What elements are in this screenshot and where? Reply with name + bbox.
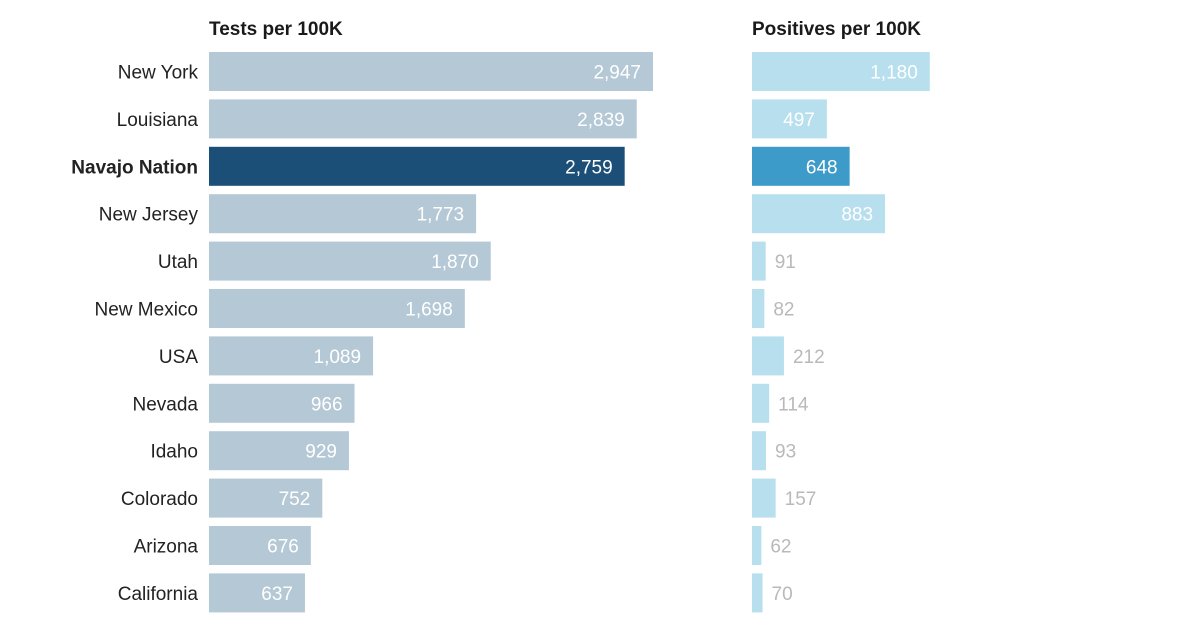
- tests-value-label: 752: [279, 489, 311, 510]
- tests-value-label: 1,089: [314, 347, 362, 368]
- positives-bar: [752, 289, 765, 328]
- category-label: Utah: [158, 252, 198, 273]
- positives-value-label: 70: [772, 584, 793, 605]
- positives-bar: [752, 194, 886, 234]
- positives-value-label: 648: [806, 157, 838, 178]
- tests-bar: [209, 431, 349, 471]
- positives-bar: [752, 52, 930, 91]
- category-label: Colorado: [121, 489, 198, 510]
- tests-bar: [209, 99, 637, 139]
- tests-value-label: 2,947: [593, 63, 641, 84]
- table-row: Colorado 752 157: [121, 478, 817, 518]
- tests-value-label: 676: [267, 537, 299, 558]
- positives-value-label: 62: [770, 537, 791, 558]
- category-label: Louisiana: [117, 110, 199, 131]
- table-row: New Mexico 1,698 82: [95, 289, 794, 328]
- table-row: Navajo Nation 2,759 648: [71, 146, 850, 186]
- positives-bar: [752, 99, 827, 139]
- tests-value-label: 1,773: [417, 205, 465, 226]
- tests-value-label: 2,759: [565, 157, 613, 178]
- positives-panel-title: Positives per 100K: [752, 19, 921, 40]
- tests-value-label: 966: [311, 394, 343, 415]
- tests-bar: [209, 336, 374, 376]
- table-row: New Jersey 1,773 883: [99, 194, 886, 234]
- positives-value-label: 114: [778, 394, 809, 415]
- tests-bar: [209, 383, 355, 423]
- tests-bar: [209, 573, 305, 613]
- positives-bar: [752, 336, 784, 376]
- positives-value-label: 883: [841, 205, 873, 226]
- tests-value-label: 637: [261, 584, 293, 605]
- positives-value-label: 91: [775, 252, 796, 273]
- category-label: New York: [118, 63, 199, 84]
- tests-value-label: 1,698: [405, 300, 453, 321]
- positives-bar: [752, 478, 776, 518]
- positives-value-label: 93: [775, 442, 796, 463]
- category-label: California: [118, 584, 199, 605]
- positives-value-label: 497: [783, 110, 815, 131]
- tests-value-label: 929: [305, 442, 337, 463]
- positives-value-label: 212: [793, 347, 825, 368]
- positives-bar: [752, 241, 766, 281]
- table-row: Nevada 966 114: [133, 383, 809, 423]
- table-row: Idaho 929 93: [150, 431, 796, 471]
- category-label: New Jersey: [99, 205, 199, 226]
- table-row: USA 1,089 212: [159, 336, 825, 376]
- tests-value-label: 2,839: [577, 110, 625, 131]
- category-label: Navajo Nation: [71, 157, 198, 178]
- tests-bar: [209, 146, 625, 186]
- positives-bar: [752, 146, 850, 186]
- positives-value-label: 1,180: [870, 63, 918, 84]
- category-label: Idaho: [150, 442, 198, 463]
- tests-value-label: 1,870: [431, 252, 479, 273]
- tests-bar: [209, 526, 311, 565]
- category-label: Arizona: [134, 537, 199, 558]
- positives-value-label: 157: [785, 489, 817, 510]
- table-row: Utah 1,870 91: [158, 241, 796, 281]
- table-row: Arizona 676 62: [134, 526, 791, 565]
- chart-rows: New York 2,947 1,180 Louisiana 2,839 497 Navaj…: [71, 52, 930, 613]
- tests-bar: [209, 52, 653, 91]
- positives-bar: [752, 431, 767, 471]
- category-label: USA: [159, 347, 198, 368]
- table-row: Louisiana 2,839 497: [117, 99, 827, 139]
- tests-bar: [209, 241, 491, 281]
- positives-bar: [752, 383, 770, 423]
- category-label: Nevada: [133, 394, 199, 415]
- positives-value-label: 82: [773, 300, 794, 321]
- positives-bar: [752, 573, 763, 613]
- category-label: New Mexico: [95, 300, 198, 321]
- table-row: California 637 70: [118, 573, 793, 613]
- tests-bar: [209, 289, 465, 328]
- tests-bar: [209, 478, 323, 518]
- tests-panel-title: Tests per 100K: [209, 19, 343, 40]
- tests-bar: [209, 194, 477, 234]
- table-row: New York 2,947 1,180: [118, 52, 930, 91]
- positives-bar: [752, 526, 762, 565]
